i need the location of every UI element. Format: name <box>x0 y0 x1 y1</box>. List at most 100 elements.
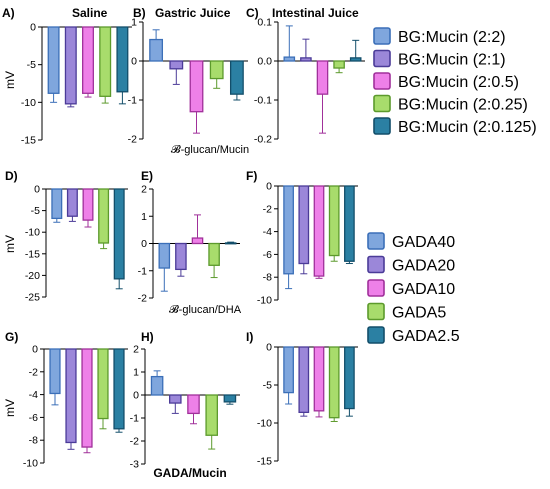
bar-i-5 <box>344 346 355 410</box>
legend-swatch <box>373 72 391 90</box>
legend-label: GADA2.5 <box>392 328 460 345</box>
legend-swatch <box>373 27 391 45</box>
panel-letter: C) <box>246 6 259 20</box>
bar-a-4 <box>99 26 112 97</box>
bar-d-2 <box>66 188 78 217</box>
y-tick-label: -8 <box>263 272 272 284</box>
legend-swatch <box>373 94 391 113</box>
panel-d: D) mV 0 -5 -10 -15 -20 -25 <box>3 169 128 304</box>
y-tick-label: 0 <box>30 22 36 34</box>
panel-g: G) mV 0 -2 -4 -6 -8 -10 <box>3 330 128 470</box>
y-tick-label: -3 <box>130 459 139 471</box>
legend-swatch <box>367 302 385 321</box>
y-tick-label: -10 <box>23 458 38 470</box>
bar-b-4 <box>209 60 224 80</box>
bar-f-1 <box>283 185 294 275</box>
y-tick-label: 1 <box>131 17 137 29</box>
legend-label: GADA40 <box>392 234 455 251</box>
panel-a: A) Saline mV 0 -5 -10 -15 <box>2 6 132 147</box>
y-tick-label: 0.0 <box>257 56 272 68</box>
y-tick-label: -0.1 <box>254 95 272 107</box>
y-tick-label: -2 <box>263 203 272 215</box>
bar-e-2 <box>175 242 187 271</box>
bar-i-1 <box>283 346 294 394</box>
panel-b: B) Gastric Juice 1 0 -1 -2 <box>128 6 248 146</box>
bar-c-2 <box>300 57 312 62</box>
y-axis-label: mV <box>3 399 17 417</box>
bar-g-1 <box>49 348 61 395</box>
y-tick-label: -10 <box>257 418 272 430</box>
y-tick-label: -1 <box>128 95 137 107</box>
bar-h-1 <box>150 375 164 396</box>
bar-c-5 <box>349 57 362 62</box>
y-tick-label: -2 <box>130 436 139 448</box>
y-tick-label: 2 <box>141 184 147 196</box>
panel-title: Saline <box>72 6 108 20</box>
y-tick-label: 0 <box>141 238 147 250</box>
y-tick-label: -2 <box>138 293 147 305</box>
legend-label: GADA10 <box>392 281 455 298</box>
bar-h-2 <box>169 394 182 404</box>
row2-xlabel: 𝓑-glucan/DHA <box>169 304 242 316</box>
y-tick-label: 0 <box>34 184 40 196</box>
y-tick-label: 1 <box>133 367 139 379</box>
panel-title: Intestinal Juice <box>272 6 359 20</box>
y-tick-label: -5 <box>27 59 36 71</box>
panel-letter: H) <box>141 330 154 344</box>
y-tick-label: -4 <box>29 389 38 401</box>
bar-f-4 <box>328 185 340 257</box>
bar-b-5 <box>229 60 244 95</box>
panel-h: H)2 1 0 -1 -2 -3 <box>130 330 240 471</box>
y-tick-label: 2 <box>133 344 139 356</box>
bar-e-1 <box>158 242 171 269</box>
bar-b-1 <box>149 38 164 62</box>
y-tick-label: -6 <box>263 249 272 261</box>
y-tick-label: -25 <box>25 292 40 304</box>
bar-h-5 <box>223 394 237 403</box>
y-tick-label: -2 <box>128 134 137 146</box>
row3-xlabel: GADA/Mucin <box>153 466 226 480</box>
y-tick-label: -15 <box>257 456 272 468</box>
y-tick-label: -20 <box>25 270 40 282</box>
bar-g-4 <box>97 348 109 420</box>
legend-swatch <box>367 326 385 344</box>
bar-d-4 <box>98 188 110 244</box>
y-tick-label: -10 <box>25 227 40 239</box>
bar-c-1 <box>283 56 296 62</box>
legends-layer: BG:Mucin (2:2) BG:Mucin (2:1) BG:Mucin (2:… <box>367 27 537 345</box>
y-tick-label: 1 <box>141 211 147 223</box>
legend-label: BG:Mucin (2:0.25) <box>398 97 528 114</box>
panel-letter: A) <box>2 6 15 20</box>
legend-swatch <box>373 49 391 68</box>
bar-b-2 <box>169 60 184 70</box>
bar-d-3 <box>82 188 94 221</box>
bar-h-3 <box>187 394 200 415</box>
bar-e-4 <box>208 242 220 266</box>
bar-g-3 <box>81 348 93 448</box>
legend-label: BG:Mucin (2:2) <box>398 29 506 46</box>
panel-f: F) 0 -2 -4 -6 -8 -10 <box>246 169 358 307</box>
y-tick-label: -15 <box>25 248 40 260</box>
y-tick-label: -0.2 <box>254 134 272 146</box>
legend-label: GADA5 <box>392 305 446 322</box>
panel-letter: D) <box>5 169 18 183</box>
bar-c-3 <box>316 60 329 95</box>
bar-f-5 <box>344 185 355 262</box>
bar-d-1 <box>51 188 63 220</box>
panel-letter: E) <box>141 169 153 183</box>
bar-a-2 <box>64 26 77 105</box>
y-tick-label: -10 <box>257 295 272 307</box>
bar-g-5 <box>113 348 125 430</box>
y-tick-label: 0 <box>133 390 139 402</box>
bar-g-2 <box>65 348 77 444</box>
bar-h-4 <box>205 394 218 436</box>
bar-a-1 <box>47 26 60 94</box>
bar-a-5 <box>116 26 129 93</box>
bar-i-3 <box>313 346 325 412</box>
panel-i: I) 0 -5 -10 -15 <box>246 330 358 468</box>
y-tick-label: -5 <box>31 205 40 217</box>
bar-d-5 <box>113 188 125 280</box>
